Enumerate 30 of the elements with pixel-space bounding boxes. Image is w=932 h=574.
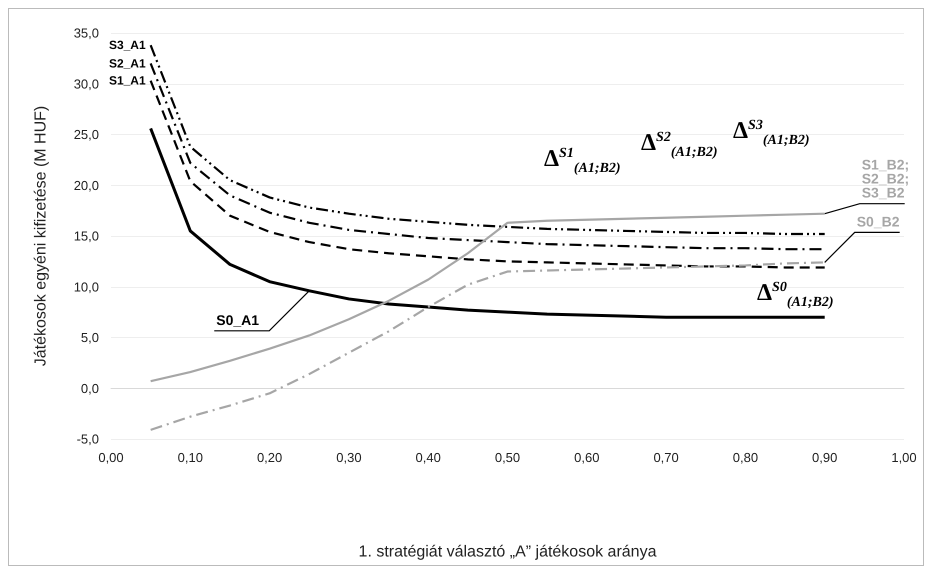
series-label: S1_A1	[108, 74, 146, 88]
x-tick-label: 1,00	[891, 450, 917, 465]
y-axis-title: Játékosok egyéni kifizetése (M HUF)	[32, 106, 50, 366]
x-tick-label: 0,00	[98, 450, 124, 465]
y-tick-label: 15,0	[74, 228, 99, 244]
y-tick-label: 0,0	[80, 380, 99, 396]
x-axis-title: 1. stratégiát választó „A” játékosok aránya	[358, 544, 657, 560]
line-series	[150, 80, 826, 269]
x-tick-label: 0,60	[574, 450, 600, 465]
series-label: S2_A1	[108, 56, 146, 70]
text: S0_B2	[856, 213, 900, 230]
y-tick-label: 35,0	[74, 26, 99, 40]
text: S1_B2; S2_B2; S3_B2	[862, 156, 914, 201]
line-series	[150, 44, 826, 236]
series-label: S3_A1	[108, 38, 146, 52]
x-tick-label: 0,30	[336, 450, 362, 465]
text: S0_A1	[216, 312, 260, 328]
x-tick-label: 0,70	[653, 450, 679, 465]
y-tick-label: 20,0	[74, 178, 99, 193]
y-tick-label: -5,0	[76, 432, 99, 446]
x-tick-label: 0,80	[732, 450, 758, 465]
y-tick-label: 30,0	[74, 76, 99, 92]
x-tick-label: 0,40	[416, 450, 441, 465]
y-tick-label: 5,0	[80, 330, 99, 345]
x-tick-label: 0,50	[494, 450, 520, 465]
y-tick-label: 25,0	[74, 127, 99, 142]
x-tick-label: 0,90	[812, 450, 838, 465]
x-tick-label: 0,20	[256, 450, 282, 465]
x-tick-label: 0,10	[178, 450, 203, 465]
y-tick-label: 10,0	[74, 279, 99, 294]
